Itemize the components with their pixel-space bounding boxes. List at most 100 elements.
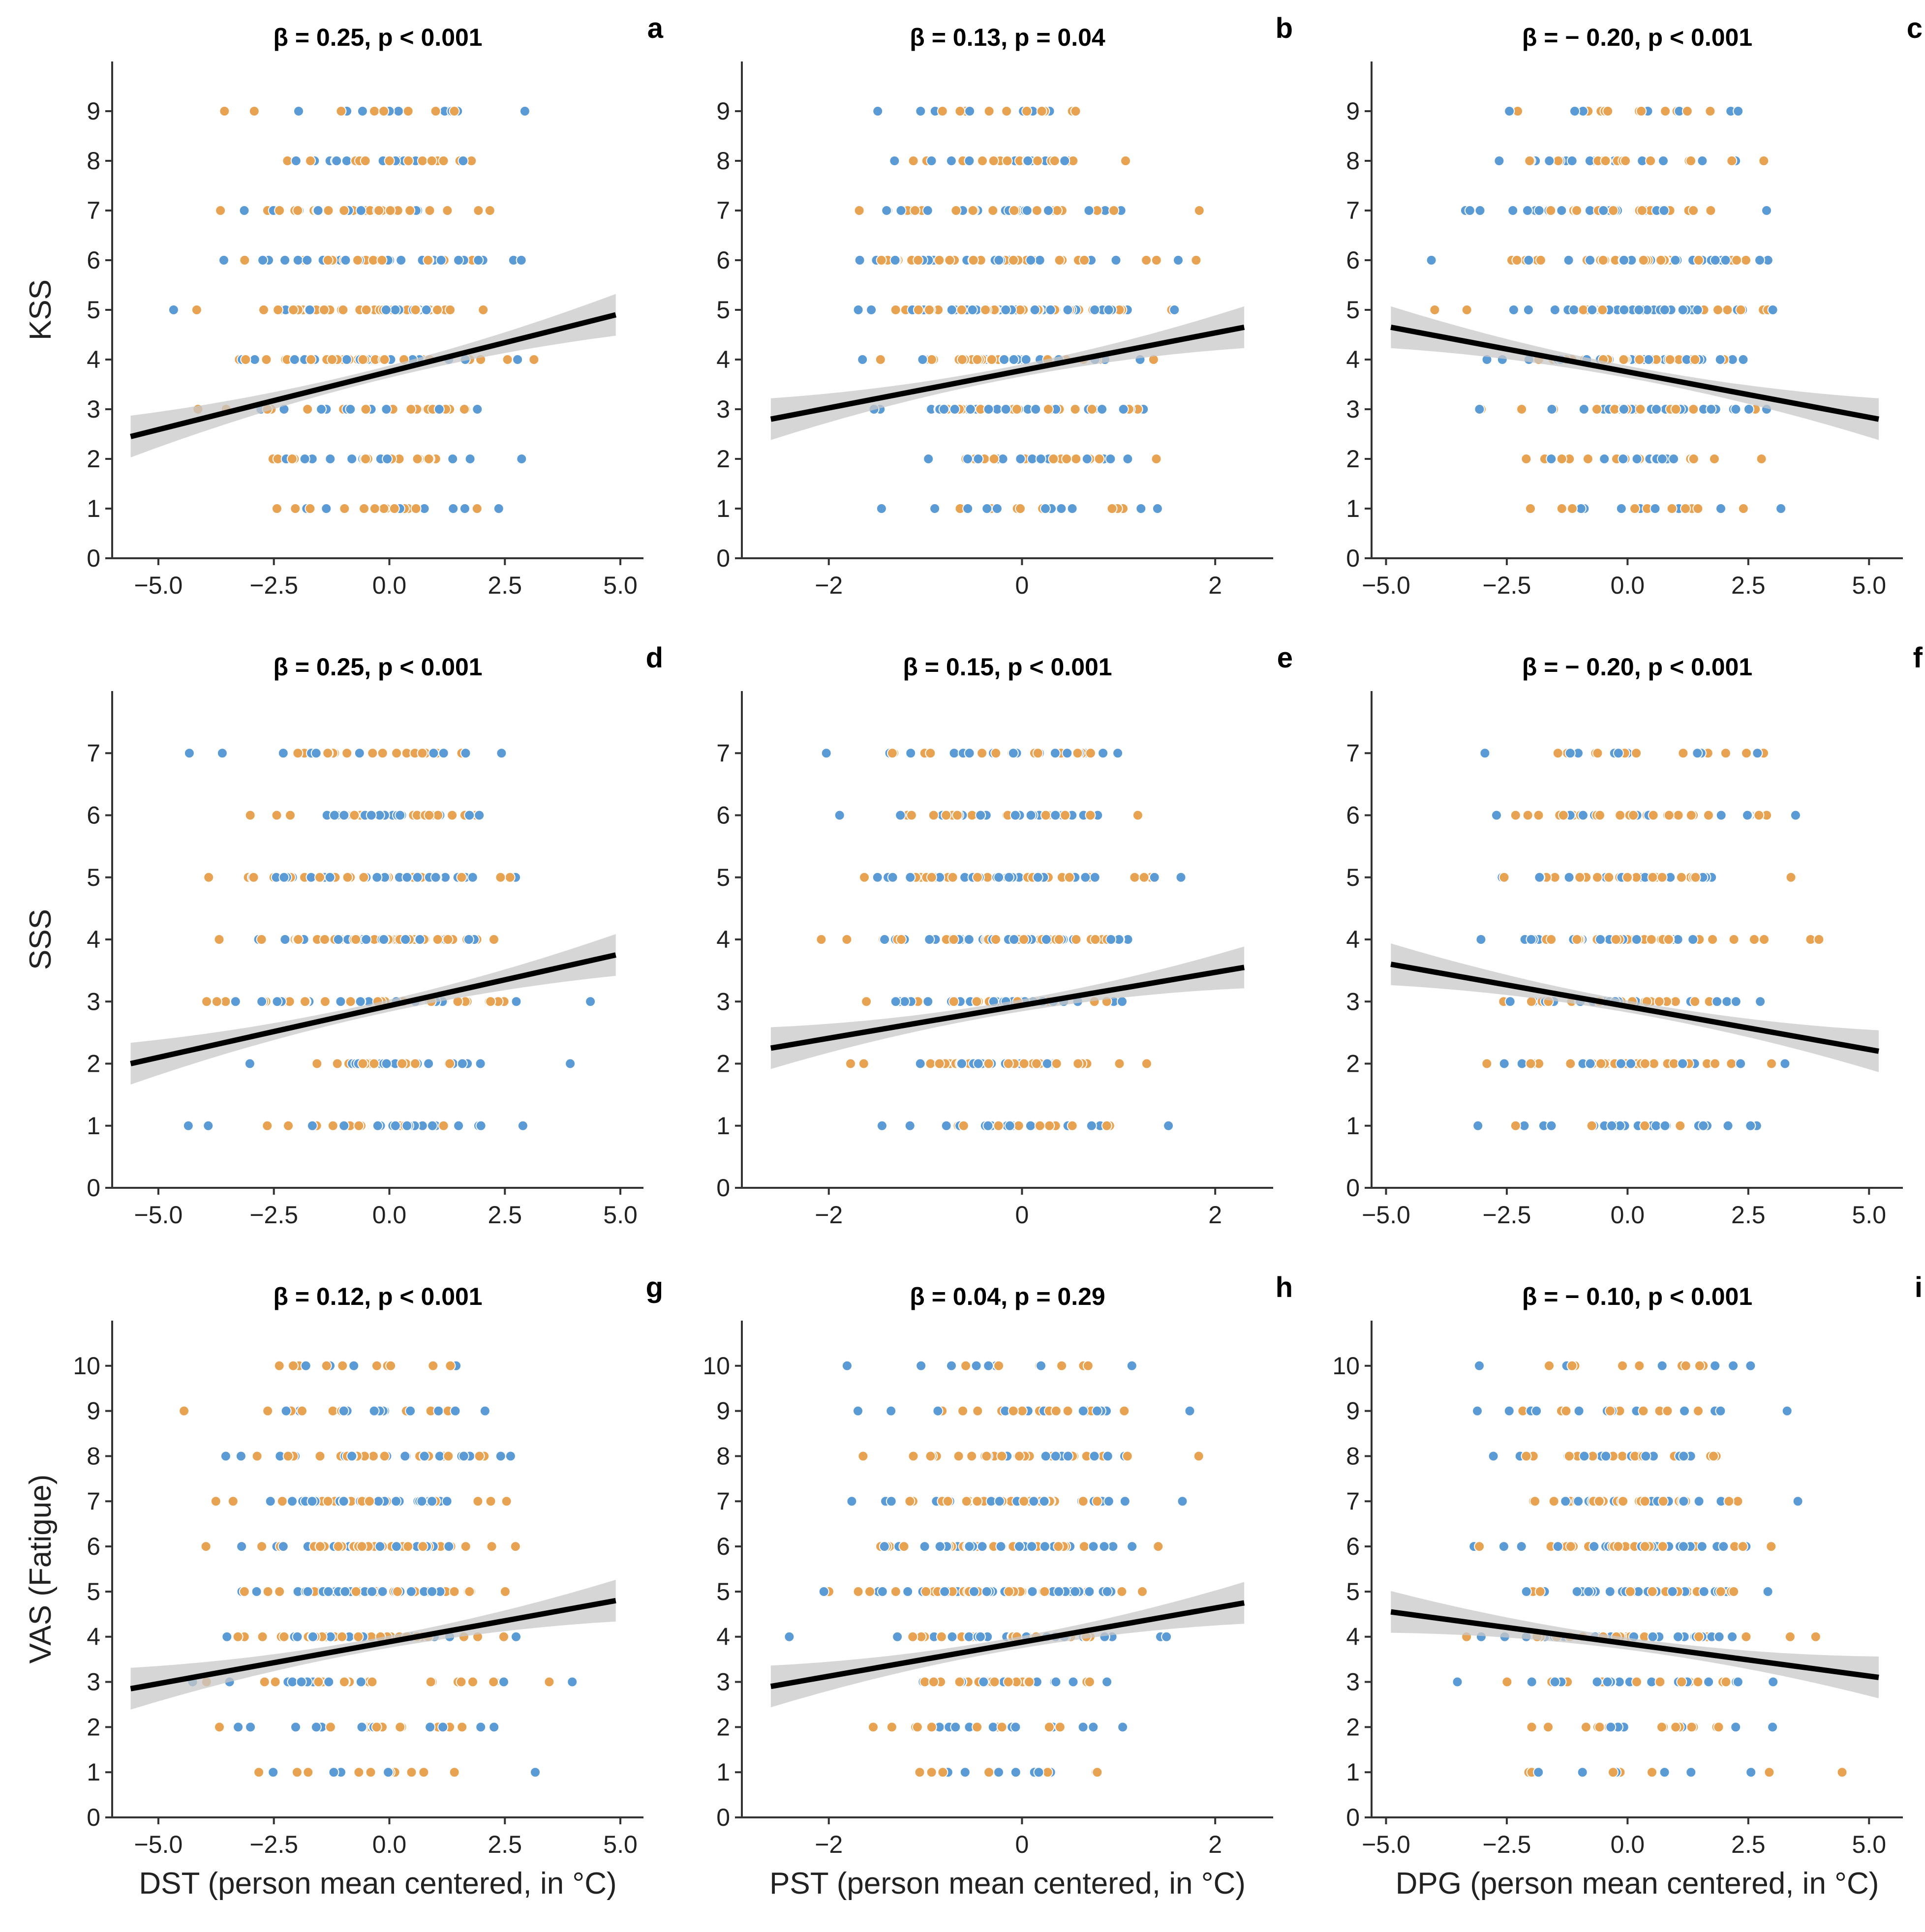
scatter-point: [1151, 255, 1162, 266]
scatter-point: [934, 255, 945, 266]
scatter-point: [1132, 810, 1143, 821]
scatter-point: [1092, 1767, 1103, 1778]
scatter-point: [475, 1120, 487, 1131]
scatter-point: [489, 1721, 500, 1733]
y-tick-label: 4: [716, 1623, 730, 1651]
scatter-point: [306, 354, 317, 365]
scatter-point: [1663, 934, 1674, 945]
y-tick-label: 8: [716, 1442, 730, 1470]
scatter-point: [337, 1360, 348, 1371]
scatter-point: [377, 748, 388, 759]
scatter-point: [1118, 404, 1129, 415]
x-tick-label: −2: [815, 1831, 843, 1858]
scatter-point: [1580, 1721, 1591, 1733]
scatter-point: [458, 404, 470, 415]
scatter-point: [357, 1058, 368, 1069]
scatter-point: [1647, 1631, 1658, 1642]
scatter-point: [239, 205, 250, 216]
scatter-point: [1079, 255, 1090, 266]
scatter-point: [240, 354, 251, 365]
scatter-point: [410, 1058, 421, 1069]
scatter-point: [221, 1631, 233, 1642]
x-tick-label: 0.0: [1611, 1831, 1645, 1858]
scatter-point: [1628, 810, 1639, 821]
scatter-point: [1553, 155, 1564, 166]
scatter-point: [1525, 1058, 1536, 1069]
scatter-point: [289, 354, 300, 365]
scatter-point: [1639, 1058, 1650, 1069]
scatter-point: [1594, 1721, 1605, 1733]
panel-letter: f: [1913, 642, 1923, 674]
scatter-point: [947, 1631, 958, 1642]
scatter-point: [905, 748, 917, 759]
scatter-point: [1025, 810, 1037, 821]
scatter-point: [253, 1767, 265, 1778]
scatter-point: [1597, 255, 1609, 266]
scatter-point: [391, 748, 402, 759]
scatter-point: [923, 453, 934, 464]
x-tick-label: 0.0: [372, 1831, 407, 1858]
scatter-point: [1523, 304, 1534, 315]
scatter-point: [274, 205, 285, 216]
scatter-point: [1498, 872, 1510, 883]
scatter-point: [1610, 934, 1621, 945]
y-tick-label: 2: [1346, 445, 1360, 473]
scatter-point: [368, 1405, 380, 1417]
scatter-point: [994, 1496, 1005, 1507]
scatter-point: [902, 1586, 914, 1597]
scatter-point: [913, 304, 924, 315]
scatter-point: [975, 810, 986, 821]
scatter-point: [1592, 748, 1603, 759]
y-tick-label: 2: [716, 1050, 730, 1078]
y-tick-label: 3: [87, 395, 100, 423]
scatter-point: [1474, 1360, 1485, 1371]
scatter-point: [1083, 205, 1095, 216]
panel-c: 0 1 2 3 4 5 6 7 8 9 −5.0 −2.5 0.0 2.5 5.0 β = − 0.20, p…: [1346, 12, 1923, 599]
scatter-point: [495, 872, 506, 883]
x-tick-label: −5.0: [1362, 1831, 1410, 1858]
scatter-point: [1184, 1405, 1195, 1417]
scatter-point: [1516, 404, 1528, 415]
scatter-point: [262, 1405, 274, 1417]
scatter-point: [1752, 748, 1763, 759]
scatter-point: [950, 1721, 961, 1733]
scatter-point: [1602, 106, 1614, 117]
scatter-point: [1089, 1450, 1100, 1462]
scatter-point: [1072, 1058, 1084, 1069]
scatter-point: [565, 1058, 576, 1069]
scatter-point: [1726, 155, 1738, 166]
panel-letter: h: [1276, 1271, 1293, 1303]
scatter-point: [410, 503, 422, 514]
y-tick-label: 6: [716, 802, 730, 829]
y-tick-label: 7: [716, 1487, 730, 1515]
scatter-point: [325, 453, 336, 464]
scatter-point: [1689, 996, 1701, 1007]
scatter-point: [215, 205, 226, 216]
scatter-point: [1009, 810, 1021, 821]
scatter-point: [1137, 1586, 1148, 1597]
scatter-point: [925, 748, 936, 759]
scatter-point: [1597, 304, 1608, 315]
scatter-point: [1191, 255, 1202, 266]
scatter-point: [1010, 1767, 1021, 1778]
scatter-point: [1461, 304, 1472, 315]
scatter-point: [297, 1405, 307, 1417]
scatter-point: [1452, 1676, 1463, 1688]
y-tick-label: 6: [716, 246, 730, 274]
scatter-point: [1021, 205, 1033, 216]
x-tick-label: 0.0: [372, 1201, 407, 1229]
scatter-point: [1552, 1541, 1563, 1552]
scatter-point: [1619, 255, 1629, 266]
scatter-point: [924, 304, 935, 315]
scatter-point: [314, 872, 325, 883]
scatter-point: [1663, 810, 1675, 821]
scatter-point: [950, 205, 962, 216]
scatter-point: [886, 1496, 897, 1507]
scatter-point: [1631, 934, 1642, 945]
scatter-point: [969, 1586, 979, 1597]
panel-title: β = − 0.20, p < 0.001: [1522, 24, 1752, 51]
y-tick-label: 7: [87, 1487, 100, 1515]
scatter-point: [1639, 1120, 1650, 1131]
y-tick-label: 2: [716, 1713, 730, 1741]
y-tick-label: 4: [1346, 926, 1360, 953]
